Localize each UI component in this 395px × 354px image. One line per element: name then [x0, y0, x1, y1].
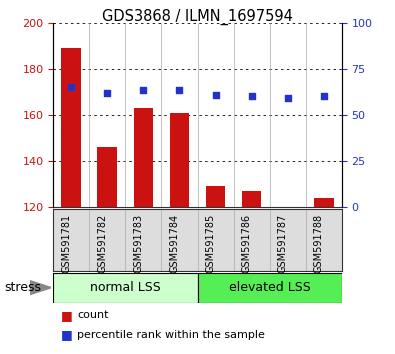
Text: GSM591784: GSM591784 — [169, 214, 179, 273]
Text: percentile rank within the sample: percentile rank within the sample — [77, 330, 265, 339]
Point — [284, 95, 291, 101]
Text: GSM591782: GSM591782 — [98, 214, 107, 273]
Text: stress: stress — [4, 281, 41, 294]
Text: GSM591786: GSM591786 — [242, 214, 252, 273]
Bar — [278, 207, 297, 354]
Point — [248, 93, 255, 98]
Point — [320, 93, 327, 98]
Bar — [53, 273, 198, 303]
Bar — [134, 108, 153, 354]
Text: GSM591785: GSM591785 — [205, 214, 216, 273]
Text: GDS3868 / ILMN_1697594: GDS3868 / ILMN_1697594 — [102, 9, 293, 25]
Text: elevated LSS: elevated LSS — [229, 281, 310, 294]
Point — [140, 87, 147, 93]
Text: normal LSS: normal LSS — [90, 281, 161, 294]
Text: GSM591788: GSM591788 — [314, 214, 324, 273]
Bar — [198, 273, 342, 303]
Bar — [206, 186, 226, 354]
Bar — [314, 198, 333, 354]
Bar — [62, 48, 81, 354]
Point — [104, 90, 111, 96]
Text: ■: ■ — [61, 309, 73, 321]
Text: GSM591783: GSM591783 — [134, 214, 143, 273]
Text: GSM591781: GSM591781 — [61, 214, 71, 273]
Point — [213, 92, 219, 98]
Text: ■: ■ — [61, 328, 73, 341]
Bar — [98, 147, 117, 354]
Polygon shape — [30, 280, 51, 295]
Point — [68, 85, 75, 90]
Text: GSM591787: GSM591787 — [278, 214, 288, 273]
Point — [176, 87, 182, 93]
Text: count: count — [77, 310, 109, 320]
Bar — [169, 113, 189, 354]
Bar — [242, 191, 261, 354]
